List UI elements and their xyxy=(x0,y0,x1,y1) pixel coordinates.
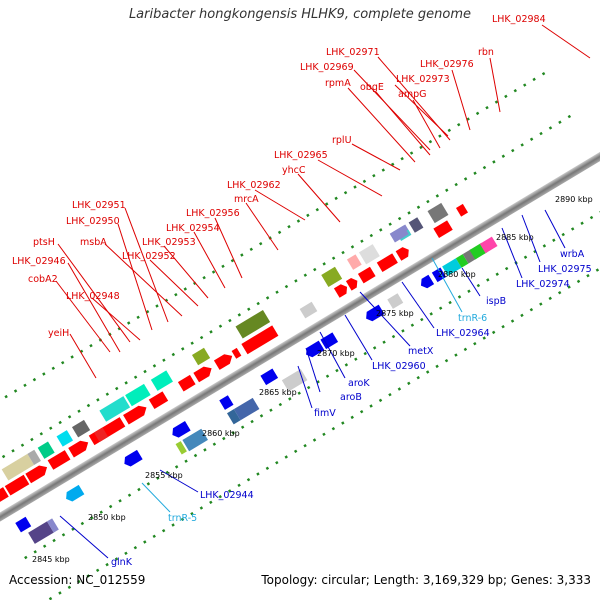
gene-label: msbA xyxy=(80,237,107,248)
tick-label: 2880 kbp xyxy=(438,270,476,279)
gene-label: glnK xyxy=(111,557,133,568)
gene-label: rpmA xyxy=(325,78,351,89)
gene-label: LHK_02964 xyxy=(436,328,490,339)
forward-labels: LHK_02984 rbn LHK_02976 LHK_02971 LHK_02… xyxy=(12,14,546,339)
gene-label: wrbA xyxy=(560,249,585,260)
gene-label: yhcC xyxy=(282,165,306,176)
gene-label: LHK_02984 xyxy=(492,14,546,25)
gene-label: LHK_02956 xyxy=(186,208,240,219)
gene-label: aroB xyxy=(340,392,362,403)
gene-label: metX xyxy=(408,346,434,357)
tick-line-inner xyxy=(24,196,600,560)
map-title: Laribacter hongkongensis HLHK9, complete… xyxy=(128,7,472,22)
gene-label: LHK_02976 xyxy=(420,59,474,70)
gene-label: LHK_02952 xyxy=(122,251,176,262)
gene-label: fimV xyxy=(314,408,336,419)
gene-label: trnR-6 xyxy=(458,313,487,324)
gene-label: cobA2 xyxy=(28,274,58,285)
tick-label: 2875 kbp xyxy=(376,309,414,318)
tick-line-outer xyxy=(0,112,575,476)
trna-label-connectors xyxy=(141,257,463,513)
accession-text: Accession: NC_012559 xyxy=(9,573,146,587)
gene-label: LHK_02954 xyxy=(166,223,220,234)
tick-labels: 2845 kbp 2850 kbp 2855 kbp 2860 kbp 2865… xyxy=(32,195,593,564)
gene-label: ispB xyxy=(486,296,506,307)
forward-label-connectors xyxy=(55,24,591,379)
tick-label: 2855 kbp xyxy=(145,471,183,480)
gene-label: LHK_02973 xyxy=(396,74,450,85)
gene-label: mrcA xyxy=(234,194,259,205)
gene-label: LHK_02950 xyxy=(66,216,120,227)
gene-label: LHK_02971 xyxy=(326,47,380,58)
gene-label: LHK_02953 xyxy=(142,237,196,248)
tick-line-outer-far xyxy=(0,69,550,433)
tick-label: 2865 kbp xyxy=(259,388,297,397)
gene-label: trnR-5 xyxy=(168,513,197,524)
tick-label: 2885 kbp xyxy=(496,233,534,242)
reverse-strand-features xyxy=(15,225,498,544)
gene-label: LHK_02951 xyxy=(72,200,126,211)
tick-label: 2850 kbp xyxy=(88,513,126,522)
trna-labels: trnR-6 trnR-5 xyxy=(168,313,487,524)
tick-label: 2860 kbp xyxy=(202,429,240,438)
gene-label: rbn xyxy=(478,47,494,58)
tick-line-inner-far xyxy=(48,237,600,600)
gene-label: LHK_02960 xyxy=(372,361,426,372)
genome-backbone xyxy=(0,142,600,531)
gene-label: LHK_02974 xyxy=(516,279,570,290)
gene-label: yeiH xyxy=(48,328,69,339)
gene-label: LHK_02965 xyxy=(274,150,328,161)
gene-label: LHK_02944 xyxy=(200,490,254,501)
reverse-labels: wrbA LHK_02975 LHK_02974 ispB LHK_02964 … xyxy=(111,249,592,568)
gene-label: obgE xyxy=(360,82,384,93)
gene-label: LHK_02969 xyxy=(300,62,354,73)
gene-label: LHK_02948 xyxy=(66,291,120,302)
topology-summary: Topology: circular; Length: 3,169,329 bp… xyxy=(261,573,591,587)
reverse-label-connectors xyxy=(59,209,566,559)
tick-label: 2845 kbp xyxy=(32,555,70,564)
gene-label: LHK_02962 xyxy=(227,180,281,191)
gene-label: rplU xyxy=(332,135,352,146)
tick-label: 2890 kbp xyxy=(555,195,593,204)
forward-strand-features xyxy=(0,202,468,503)
gene-label: LHK_02975 xyxy=(538,264,592,275)
gene-label: ptsH xyxy=(33,237,55,248)
gene-label: ampG xyxy=(398,89,426,100)
tick-label: 2870 kbp xyxy=(317,349,355,358)
gene-label: aroK xyxy=(348,378,370,389)
gene-label: LHK_02946 xyxy=(12,256,66,267)
